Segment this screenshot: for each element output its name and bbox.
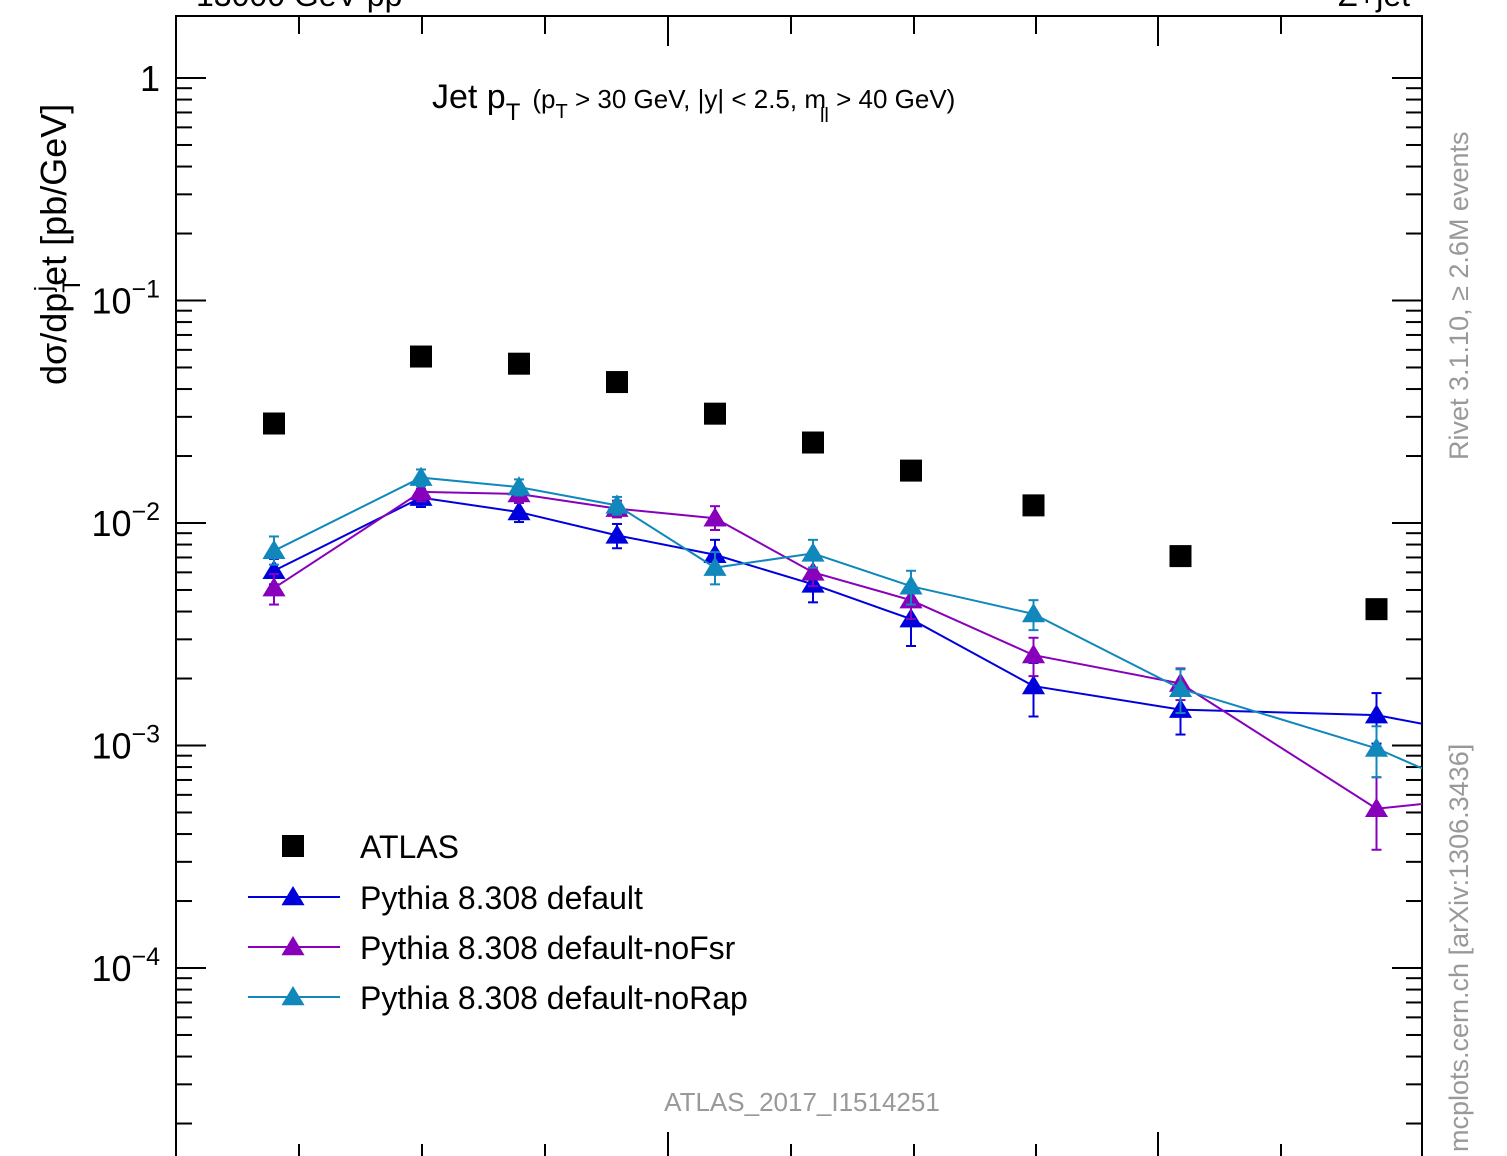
data-point [1364,797,1389,817]
y-tick-mantissa: 10 [91,503,131,544]
rivet-version-label: Rivet 3.1.10, ≥ 2.6M events [1444,132,1474,460]
plot-title-main-sub: T [506,99,521,126]
legend: ATLAS Pythia 8.308 default Pythia 8.308 de… [248,829,748,1016]
x-axis-ticks [298,16,1282,1156]
legend-marker [281,886,305,906]
y-tick-exponent: −3 [131,721,160,749]
series-1 [262,486,1422,745]
plot-title-cut-a-sub: T [556,101,568,123]
y-tick-mantissa: 10 [91,726,131,767]
data-point [1169,545,1192,568]
analysis-watermark: ATLAS_2017_I1514251 [664,1087,940,1117]
y-axis-label-main: dσ/dp [33,293,74,385]
legend-marker [281,936,305,956]
mcplots-source-label: mcplots.cern.ch [arXiv:1306.3436] [1444,744,1474,1152]
y-axis-label-sup: j [30,286,58,293]
legend-item: Pythia 8.308 default [248,880,643,916]
series-line [273,490,1422,810]
data-point [899,575,923,595]
data-point [1021,602,1046,623]
plot-title-cut-b: > 30 GeV, |y| < 2.5, m [568,84,826,114]
data-point [263,412,285,435]
y-tick-label: 10−3 [91,721,160,767]
data-point [1168,677,1193,697]
data-point [605,494,629,514]
legend-label: Pythia 8.308 default-noFsr [360,930,736,966]
data-point [704,402,726,425]
data-point [507,501,531,521]
y-axis-label-sub: T [58,277,86,292]
y-tick-exponent: −2 [131,498,160,526]
y-tick-label: 10−2 [91,498,160,544]
legend-marker [281,986,305,1006]
plot-frame [175,15,1423,1156]
y-axis-label-rest: et [pb/GeV] [33,104,74,286]
data-point [1021,675,1046,695]
series-line [273,476,1422,770]
series-0 [263,345,1388,621]
plot-title-cut-a: (p [532,84,555,114]
data-point [1022,494,1045,517]
data-point [1021,644,1046,664]
y-tick-exponent: −1 [131,276,160,304]
y-tick-label: 10−4 [91,943,160,989]
series-3 [262,466,1422,779]
data-point [605,524,629,544]
data-point [262,577,286,597]
legend-label: Pythia 8.308 default [360,880,643,916]
data-point [262,539,286,560]
data-point [900,459,922,482]
data-point [1364,737,1389,757]
plot-title-cut-b-sub: ll [820,105,829,127]
y-tick-mantissa: 10 [91,281,131,322]
legend-item: ATLAS [282,829,459,865]
y-tick-label: 1 [140,58,160,99]
data-point [507,476,531,496]
header-right: Z+jet [1338,0,1410,13]
data-point [703,556,727,576]
series-layer [262,345,1422,851]
data-point [606,371,628,394]
data-point [409,480,433,501]
y-tick-exponent: −4 [131,943,160,971]
plot-title: Jet pT (pT > 30 GeV, |y| < 2.5, m ll > 40 … [432,78,955,127]
data-point [410,345,432,368]
plot-title-main: Jet p [432,78,506,116]
legend-marker [282,835,304,857]
legend-item: Pythia 8.308 default-noRap [248,980,748,1016]
y-axis-label: dσ/dpTjet [pb/GeV] [30,104,86,385]
data-point [703,507,727,527]
data-point [802,431,824,454]
y-axis-ticks [176,77,1422,1125]
data-point [409,466,433,486]
header-left: 13000 GeV pp [196,0,402,13]
plot-title-cut-c: > 40 GeV) [829,84,955,114]
legend-label: ATLAS [360,829,459,865]
y-axis-tick-labels: 110−110−210−310−4 [91,58,160,989]
data-point [801,561,825,581]
data-point [508,352,530,375]
y-tick-mantissa: 10 [91,948,131,989]
legend-label: Pythia 8.308 default-noRap [360,980,748,1016]
data-point [801,542,825,562]
data-point [1365,598,1388,621]
data-point [262,559,286,580]
y-tick-label: 10−1 [91,276,160,322]
data-point [1364,704,1389,724]
legend-item: Pythia 8.308 default-noFsr [248,930,736,966]
